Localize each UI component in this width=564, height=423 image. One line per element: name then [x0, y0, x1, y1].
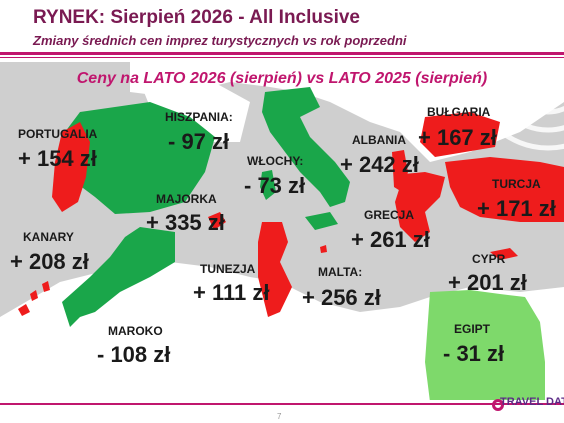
- page-number: 7: [277, 412, 282, 421]
- label-portugalia-value: + 154 zł: [18, 146, 97, 171]
- label-portugalia-name: PORTUGALIA: [18, 127, 98, 141]
- header-rule-thin: [0, 57, 564, 58]
- label-wlochy-name: WŁOCHY:: [247, 154, 304, 168]
- region-egypt: [425, 290, 545, 402]
- label-wlochy-value: - 73 zł: [244, 173, 306, 198]
- slide-footer: [0, 400, 564, 423]
- label-turcja-name: TURCJA: [492, 177, 541, 191]
- region-malta: [320, 245, 327, 253]
- region-morocco: [62, 227, 175, 327]
- label-egipt-value: - 31 zł: [443, 341, 505, 366]
- map-graphic: [0, 62, 564, 402]
- label-hiszpania-name: HISZPANIA:: [165, 110, 233, 124]
- label-kanary-name: KANARY: [23, 230, 74, 244]
- region-portugal: [52, 122, 90, 212]
- travel-data-logo: TRAVEL DATA: [500, 396, 564, 408]
- region-cyprus: [490, 248, 518, 260]
- region-majorca: [208, 212, 226, 230]
- label-grecja-value: + 261 zł: [351, 227, 430, 252]
- label-albania-value: + 242 zł: [340, 152, 419, 177]
- travel-data-logo-icon: [492, 399, 504, 411]
- region-canary: [18, 281, 50, 316]
- land-africa: [0, 262, 564, 402]
- label-majorka-value: + 335 zł: [146, 210, 225, 235]
- region-tunisia: [258, 222, 292, 317]
- label-turcja-value: + 171 zł: [477, 196, 556, 221]
- slide-header: RYNEK: Sierpień 2026 - All Inclusive Zmi…: [0, 0, 564, 62]
- label-majorka-name: MAJORKA: [156, 192, 217, 206]
- label-egipt-name: EGIPT: [454, 322, 491, 336]
- slide-title: RYNEK: Sierpień 2026 - All Inclusive: [33, 7, 360, 28]
- label-bulgaria-value: + 167 zł: [418, 125, 497, 150]
- region-bulgaria: [420, 112, 500, 157]
- label-malta-name: MALTA:: [318, 265, 363, 279]
- label-cypr-value: + 201 zł: [448, 270, 527, 295]
- region-greece: [395, 172, 445, 242]
- header-rule-thick: [0, 52, 564, 55]
- region-spain: [62, 102, 215, 214]
- land-france: [140, 80, 250, 142]
- region-turkey: [445, 157, 564, 222]
- label-maroko-value: - 108 zł: [97, 342, 171, 367]
- region-sardinia: [260, 170, 276, 200]
- footer-rule: [0, 403, 564, 405]
- label-grecja-name: GRECJA: [364, 208, 415, 222]
- label-hiszpania-value: - 97 zł: [168, 129, 230, 154]
- label-tunezja-value: + 111 zł: [193, 280, 270, 305]
- label-albania-name: ALBANIA: [352, 133, 406, 147]
- label-kanary-value: + 208 zł: [10, 249, 89, 274]
- map-title: Ceny na LATO 2026 (sierpień) vs LATO 202…: [76, 70, 488, 87]
- label-malta-value: + 256 zł: [302, 285, 381, 310]
- region-italy: [262, 87, 350, 207]
- mediterranean-map: [0, 62, 564, 402]
- label-bulgaria-name: BUŁGARIA: [427, 105, 491, 119]
- slide-subtitle: Zmiany średnich cen imprez turystycznych…: [33, 33, 407, 48]
- label-tunezja-name: TUNEZJA: [200, 262, 256, 276]
- region-sicily: [305, 212, 338, 230]
- label-cypr-name: CYPR: [472, 252, 506, 266]
- label-maroko-name: MAROKO: [108, 324, 163, 338]
